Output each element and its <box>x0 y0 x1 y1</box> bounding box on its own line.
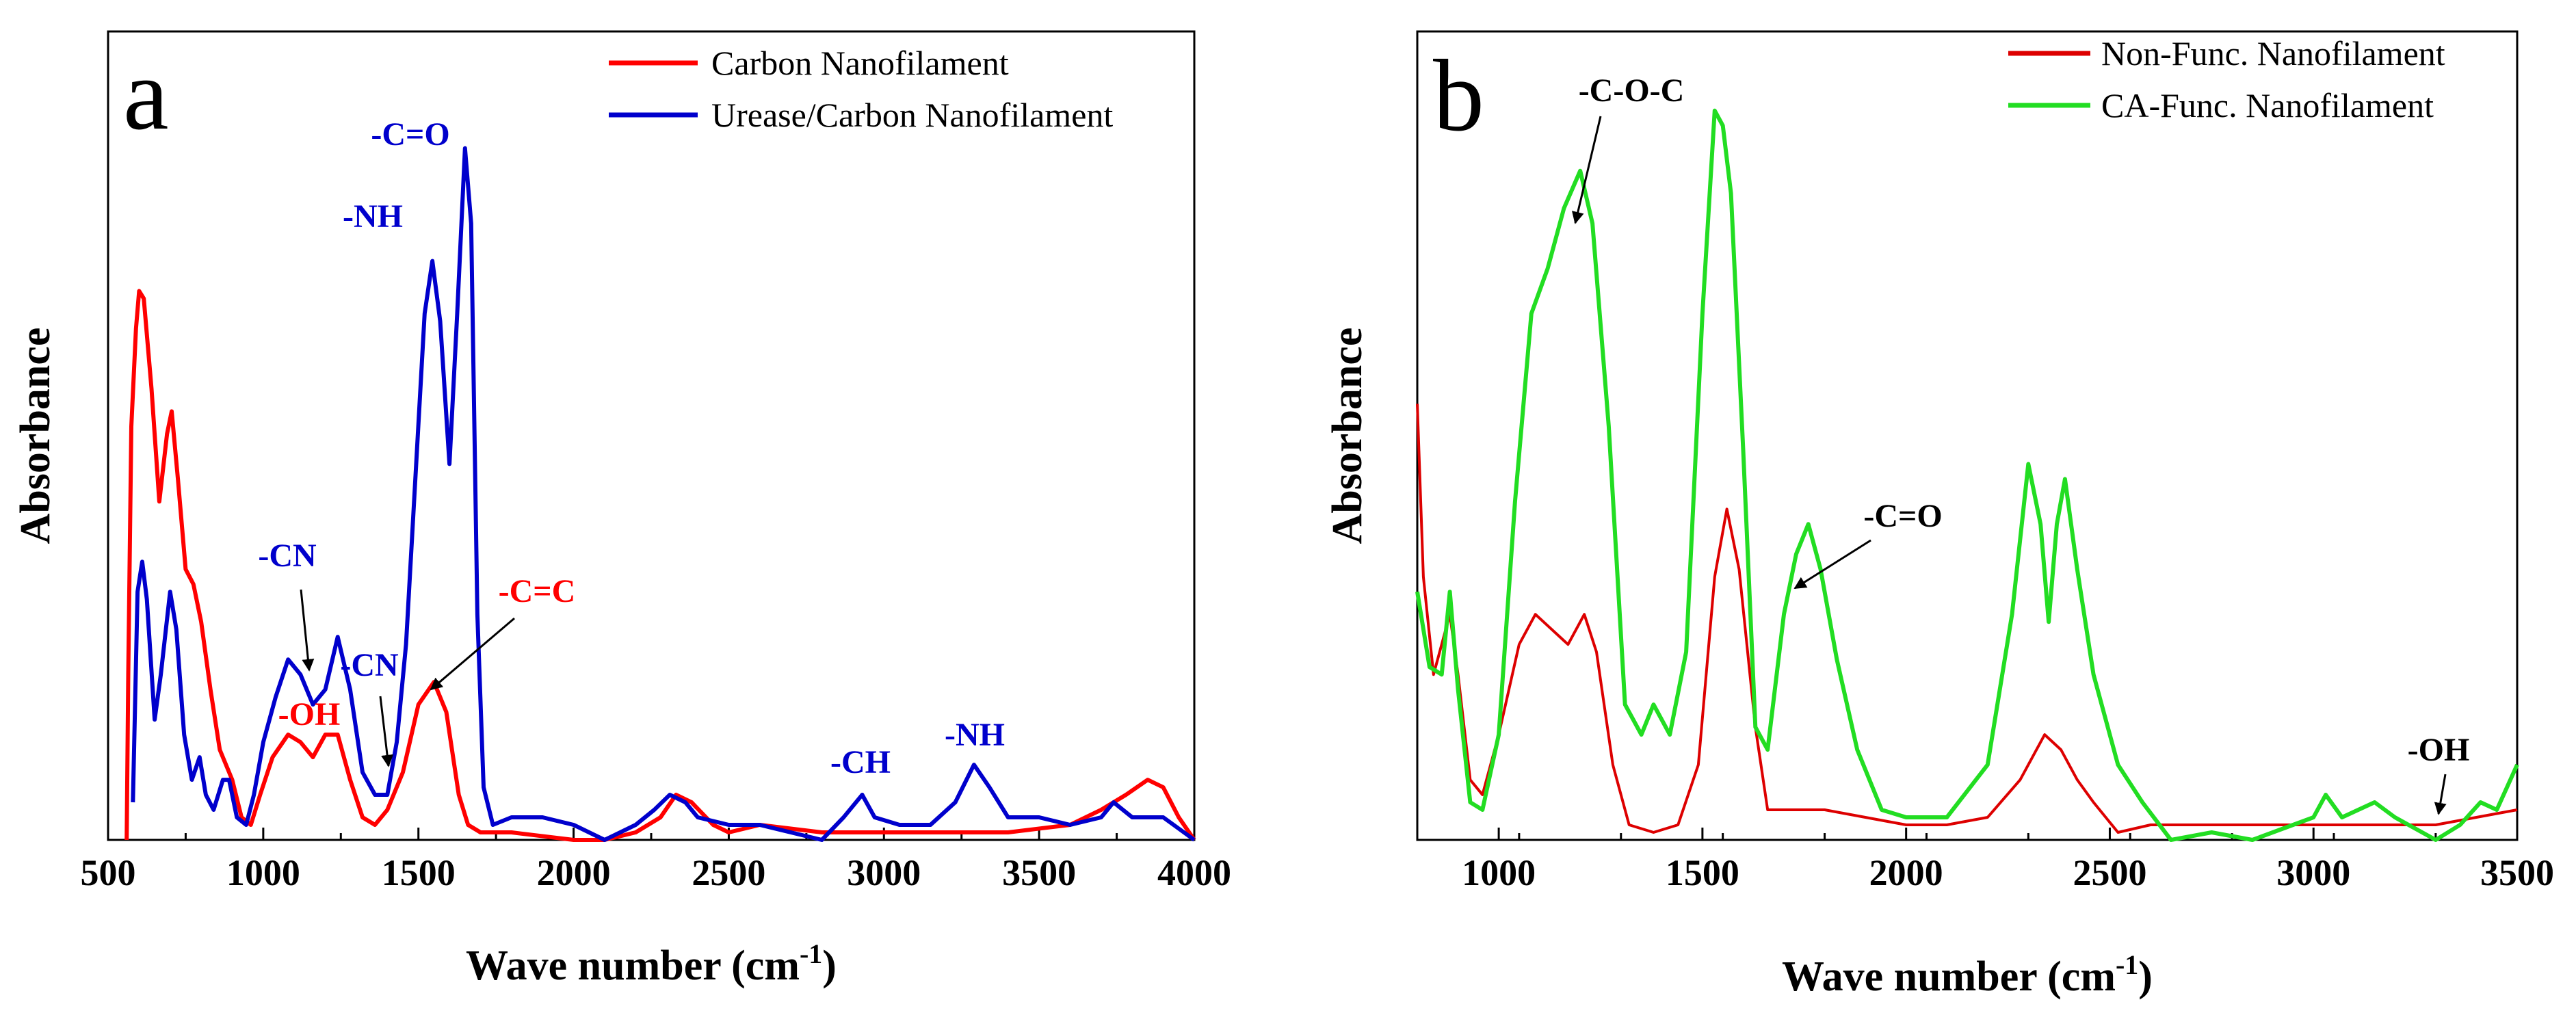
chart-panel-a: 500 1000 1500 2000 2500 3000 3500 4000 Carbon Na… <box>12 30 1231 989</box>
annotation-arrow <box>1571 116 1602 224</box>
annotation-arrow <box>300 589 315 672</box>
x-axis-label-end: ) <box>822 942 837 989</box>
x-tick-label: 1500 <box>1666 852 1739 893</box>
peak-annotation: -CH <box>830 744 891 780</box>
x-axis-label-sup: -1 <box>800 938 822 969</box>
x-axis-label: Wave number (cm-1) <box>1782 949 2153 1000</box>
x-axis-label-end: ) <box>2138 953 2153 1000</box>
x-axis-label-sup: -1 <box>2116 949 2138 980</box>
x-axis-label-main: Wave number (cm <box>466 942 800 989</box>
annotation-arrow <box>1793 539 1871 590</box>
legend-label: CA-Func. Nanofilament <box>2101 86 2434 124</box>
x-tick-label: 1500 <box>382 852 456 893</box>
x-tick-label: 3500 <box>1002 852 1076 893</box>
legend-label: Non-Func. Nanofilament <box>2101 34 2445 72</box>
peak-annotation: -CN <box>258 538 317 574</box>
x-tick-label: 1000 <box>1462 852 1536 893</box>
x-tick-label: 500 <box>81 852 136 893</box>
peak-annotation: -C=C <box>499 573 576 609</box>
annotation-arrow <box>379 696 394 767</box>
x-tick-label: 2000 <box>537 852 611 893</box>
peak-annotation: -C-O-C <box>1579 72 1685 109</box>
x-tick-label: 4000 <box>1157 852 1231 893</box>
series-line-2 <box>1415 108 2519 842</box>
peak-annotation: -CN <box>340 647 399 683</box>
chart-panel-b: 1000 1500 2000 2500 3000 3500 Non-Func. Nanofi… <box>1324 30 2554 1000</box>
peak-annotation: -OH <box>2408 732 2470 768</box>
x-tick-label: 2500 <box>2073 852 2146 893</box>
legend-label: Urease/Carbon Nanofilament <box>711 96 1113 134</box>
y-axis-label: Absorbance <box>1324 328 1371 544</box>
panel-label: b <box>1433 39 1484 153</box>
annotation-arrow <box>430 617 515 691</box>
x-tick-label: 1000 <box>226 852 300 893</box>
y-axis-label: Absorbance <box>12 328 59 544</box>
peak-annotation: -C=O <box>371 116 449 153</box>
x-tick-label: 3000 <box>2276 852 2350 893</box>
series-line-1 <box>1416 404 2518 834</box>
peak-annotation: -C=O <box>1863 498 1942 534</box>
x-tick-label: 2500 <box>692 852 765 893</box>
x-tick-label: 2000 <box>1869 852 1943 893</box>
series-line-2 <box>131 146 1196 842</box>
legend-label: Carbon Nanofilament <box>711 44 1009 82</box>
peak-annotation: -OH <box>278 696 341 733</box>
panel-label: a <box>123 38 169 151</box>
plot-frame <box>1416 30 2519 841</box>
x-tick-label: 3500 <box>2480 852 2554 893</box>
x-axis-label: Wave number (cm-1) <box>466 938 837 989</box>
annotation-arrow <box>2434 774 2447 815</box>
peak-annotation: -NH <box>945 717 1005 753</box>
x-axis-label-main: Wave number (cm <box>1782 953 2116 1000</box>
series-line-1 <box>124 289 1196 842</box>
peak-annotation: -NH <box>343 198 403 235</box>
x-tick-label: 3000 <box>847 852 921 893</box>
